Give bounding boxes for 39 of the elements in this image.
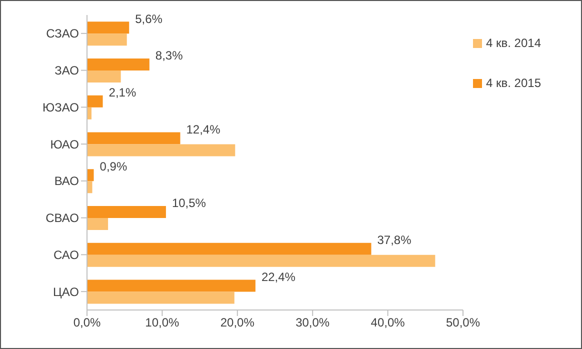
x-tick-label: 0,0% [73, 316, 101, 330]
y-tick-label: СЗАО [46, 26, 79, 41]
legend-label: 4 кв. 2015 [486, 76, 541, 90]
bar [87, 70, 121, 83]
bar [87, 95, 103, 108]
bar [87, 292, 234, 304]
data-label: 22,4% [261, 270, 296, 284]
bar [87, 280, 256, 292]
data-label: 12,4% [186, 122, 221, 136]
y-tick-label: ЮАО [50, 137, 79, 152]
bar [87, 254, 436, 267]
x-tick-label: 40,0% [370, 316, 406, 330]
bar [87, 34, 127, 46]
bar [87, 58, 150, 71]
data-label: 10,5% [172, 196, 206, 210]
y-tick-label: СВАО [46, 211, 79, 226]
bar [87, 181, 92, 194]
bar [87, 22, 130, 34]
data-label: 37,8% [377, 233, 412, 248]
data-label: 0,9% [100, 159, 128, 174]
x-tick-label: 30,0% [296, 316, 330, 330]
bar [87, 218, 108, 230]
bar [87, 169, 94, 182]
legend-label: 4 кв. 2014 [486, 36, 541, 50]
x-tick-label: 50,0% [446, 316, 480, 330]
data-label: 8,3% [155, 48, 184, 63]
bar [87, 132, 180, 144]
y-tick-label: ЮЗАО [42, 100, 79, 114]
y-tick-label: ЦАО [53, 284, 79, 299]
y-tick-label: САО [54, 248, 79, 262]
data-label: 5,6% [135, 12, 163, 26]
bar [87, 206, 166, 218]
x-tick-label: 20,0% [220, 316, 255, 330]
y-tick-label: ЗАО [54, 64, 79, 78]
bar [87, 242, 372, 255]
y-tick-label: ВАО [54, 174, 79, 188]
data-label: 2,1% [108, 86, 136, 100]
x-tick-label: 10,0% [145, 316, 180, 330]
bar [87, 144, 236, 156]
